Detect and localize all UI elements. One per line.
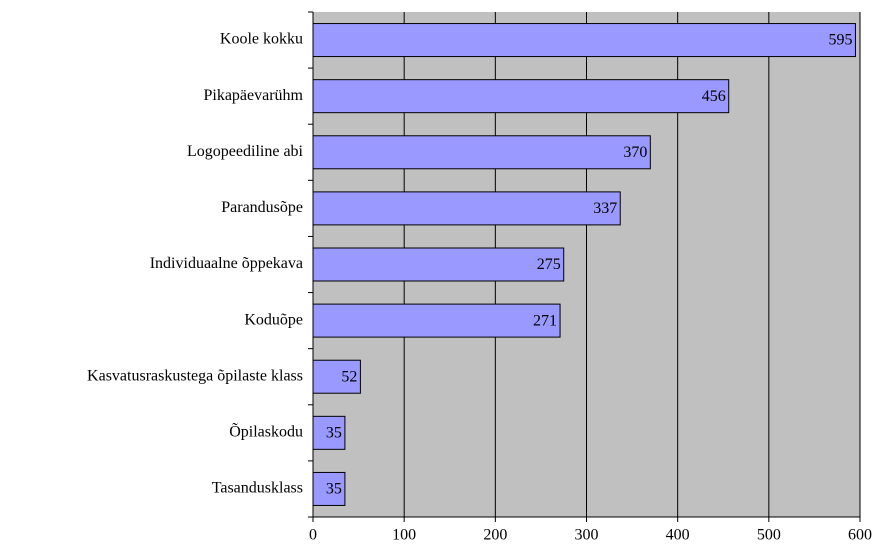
- data-label: 52: [341, 368, 357, 385]
- bar: [312, 359, 361, 394]
- y-tick-label: Logopeediline abi: [187, 143, 304, 160]
- y-tick-label: Kasvatusraskustega õpilaste klass: [87, 367, 303, 384]
- data-label: 275: [537, 256, 561, 273]
- x-tick-label: 0: [309, 527, 317, 544]
- bar: [312, 415, 346, 450]
- y-tick-label: Parandusõpe: [221, 199, 303, 216]
- bar: [312, 135, 651, 170]
- bar: [312, 303, 561, 338]
- y-tick-label: Koole kokku: [220, 31, 303, 48]
- x-tick-label: 600: [848, 527, 872, 544]
- bar: [312, 23, 856, 58]
- data-label: 271: [533, 312, 557, 329]
- bar: [312, 471, 346, 506]
- y-tick-label: Koduõpe: [244, 311, 303, 328]
- y-tick-label: Tasandusklass: [212, 480, 303, 497]
- data-label: 35: [326, 481, 342, 498]
- x-tick-label: 400: [666, 527, 690, 544]
- data-label: 370: [623, 144, 647, 161]
- data-label: 595: [828, 32, 852, 49]
- data-label: 35: [326, 425, 342, 442]
- x-tick-label: 100: [392, 527, 416, 544]
- bar: [312, 191, 621, 226]
- y-tick-label: Õpilaskodu: [229, 423, 303, 441]
- x-tick-label: 500: [757, 527, 781, 544]
- x-tick-label: 300: [575, 527, 599, 544]
- y-tick-label: Pikapäevarühm: [203, 87, 303, 104]
- x-tick-label: 200: [483, 527, 507, 544]
- data-label: 337: [593, 200, 617, 217]
- bar: [312, 79, 730, 114]
- bar: [312, 247, 565, 282]
- y-tick-label: Individuaalne õppekava: [150, 255, 303, 272]
- data-label: 456: [702, 88, 726, 105]
